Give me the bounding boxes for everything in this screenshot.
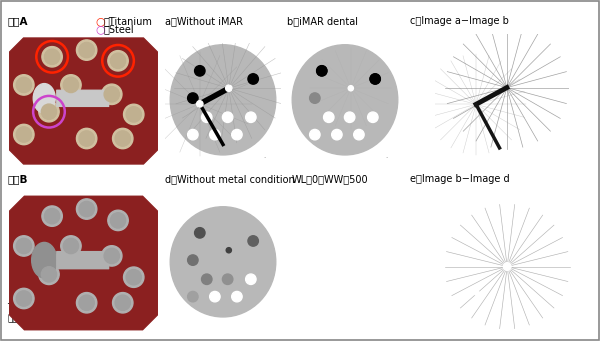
Circle shape (317, 65, 327, 76)
Text: a：Without iMAR: a：Without iMAR (165, 16, 243, 26)
Text: ·: · (385, 155, 387, 161)
Polygon shape (10, 196, 157, 330)
Circle shape (79, 295, 94, 310)
Circle shape (79, 131, 94, 146)
Circle shape (332, 130, 342, 140)
Text: ·: · (263, 155, 265, 161)
Text: 配置B: 配置B (7, 174, 28, 184)
Ellipse shape (32, 242, 57, 278)
Circle shape (44, 208, 60, 224)
Circle shape (368, 112, 378, 122)
Circle shape (245, 274, 256, 284)
Circle shape (115, 131, 130, 146)
Circle shape (248, 74, 259, 84)
Ellipse shape (33, 84, 55, 113)
Circle shape (16, 238, 31, 254)
Circle shape (101, 246, 122, 266)
Circle shape (39, 264, 59, 285)
Circle shape (113, 128, 133, 149)
FancyBboxPatch shape (57, 90, 109, 106)
Circle shape (248, 236, 259, 246)
Circle shape (16, 77, 31, 92)
Circle shape (110, 213, 125, 228)
Circle shape (14, 75, 34, 95)
FancyBboxPatch shape (57, 252, 109, 269)
Circle shape (14, 124, 34, 145)
Text: ：Steel: ：Steel (104, 24, 134, 34)
Circle shape (115, 295, 130, 310)
Text: Titanium，  Steelを: Titanium， Steelを (7, 302, 86, 311)
Circle shape (113, 293, 133, 313)
Circle shape (209, 130, 220, 140)
Circle shape (188, 292, 198, 302)
Text: 配置A: 配置A (7, 16, 28, 26)
Circle shape (202, 112, 212, 122)
Circle shape (76, 128, 97, 149)
Circle shape (61, 236, 81, 256)
Circle shape (209, 292, 220, 302)
Circle shape (344, 112, 355, 122)
Text: ：Titanium: ：Titanium (104, 16, 153, 26)
Circle shape (126, 269, 142, 285)
Polygon shape (10, 38, 157, 164)
Circle shape (323, 112, 334, 122)
Circle shape (110, 53, 125, 69)
Circle shape (79, 202, 94, 217)
Circle shape (348, 86, 353, 91)
Circle shape (188, 255, 198, 265)
Circle shape (14, 288, 34, 309)
Circle shape (44, 49, 60, 64)
Text: ○: ○ (95, 16, 105, 26)
Circle shape (124, 267, 144, 287)
Circle shape (108, 210, 128, 231)
Text: ○: ○ (95, 24, 105, 34)
Ellipse shape (170, 207, 276, 317)
Circle shape (194, 65, 205, 76)
Circle shape (61, 75, 81, 95)
Circle shape (197, 101, 203, 107)
Circle shape (14, 236, 34, 256)
Circle shape (101, 84, 122, 104)
Circle shape (41, 104, 56, 119)
Ellipse shape (292, 45, 398, 155)
Circle shape (223, 274, 233, 284)
Circle shape (370, 74, 380, 84)
Text: e：Image b−Image d: e：Image b−Image d (410, 174, 509, 184)
Circle shape (126, 107, 142, 122)
Circle shape (104, 248, 119, 264)
Circle shape (63, 77, 79, 92)
Circle shape (245, 112, 256, 122)
Circle shape (16, 127, 31, 142)
Circle shape (202, 274, 212, 284)
Circle shape (226, 248, 232, 253)
Circle shape (188, 130, 198, 140)
Circle shape (108, 50, 128, 71)
Circle shape (194, 228, 205, 238)
Circle shape (232, 292, 242, 302)
Circle shape (310, 130, 320, 140)
Ellipse shape (170, 45, 276, 155)
Circle shape (124, 104, 144, 124)
Circle shape (16, 291, 31, 306)
Circle shape (188, 93, 198, 103)
Circle shape (354, 130, 364, 140)
Circle shape (79, 42, 94, 58)
Circle shape (42, 47, 62, 67)
Circle shape (370, 74, 380, 84)
Circle shape (226, 85, 232, 91)
Circle shape (474, 290, 479, 295)
Circle shape (317, 66, 327, 76)
Circle shape (104, 87, 119, 102)
Circle shape (76, 293, 97, 313)
Circle shape (76, 199, 97, 219)
Circle shape (42, 206, 62, 226)
Text: c：Image a−Image b: c：Image a−Image b (410, 16, 509, 26)
Circle shape (310, 93, 320, 103)
Text: 水等価ロットへ置換: 水等価ロットへ置換 (7, 314, 55, 323)
Circle shape (41, 267, 56, 282)
Text: d：Without metal condition: d：Without metal condition (165, 174, 295, 184)
Circle shape (76, 40, 97, 60)
Circle shape (63, 238, 79, 254)
Circle shape (232, 130, 242, 140)
